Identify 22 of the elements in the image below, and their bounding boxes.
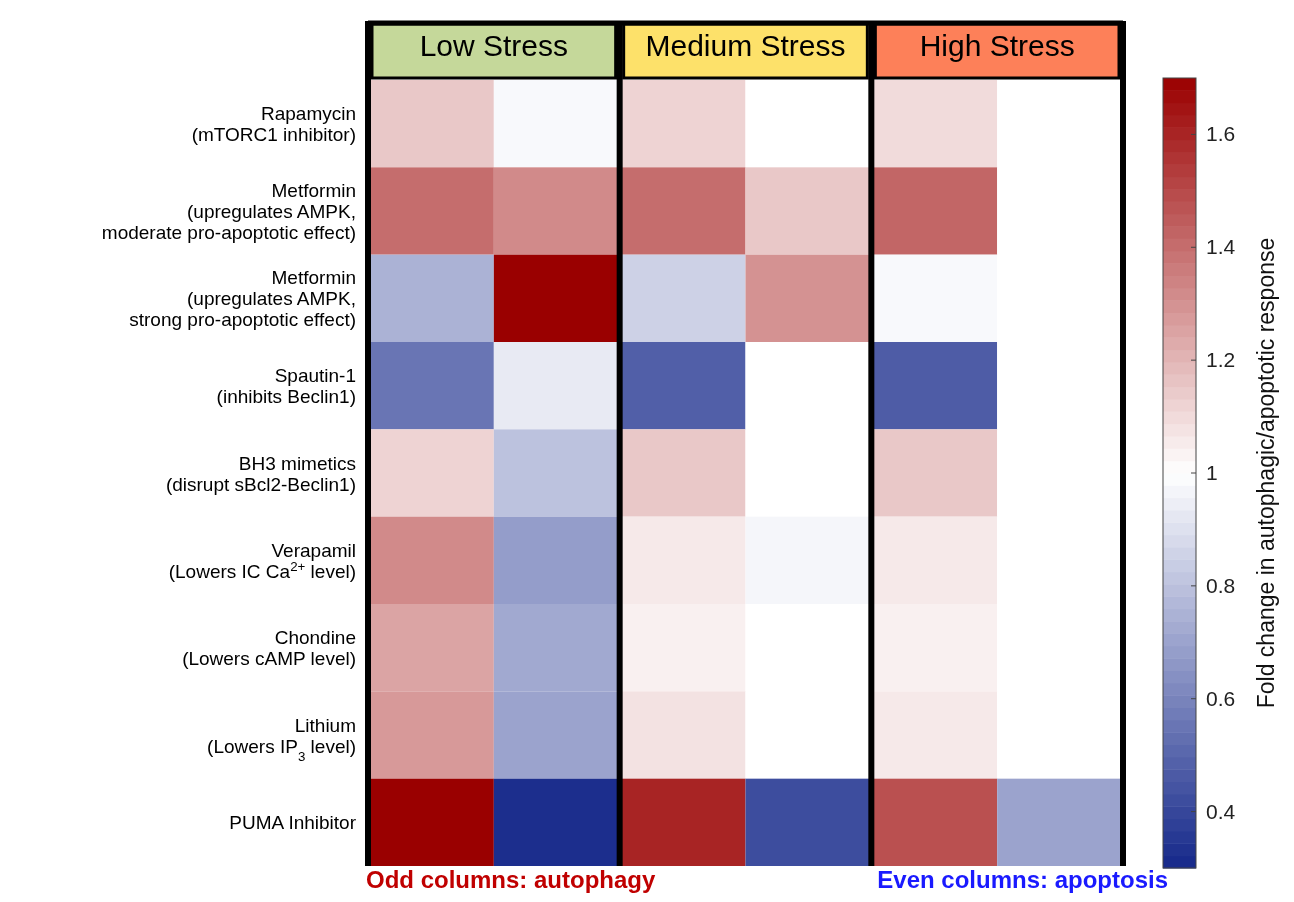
y-tick-label: Spautin-1 (inhibits Beclin1) — [216, 365, 356, 408]
y-tick-label: Metformin (upregulates AMPK, strong pro-apoptotic effect) — [129, 267, 356, 331]
color-bar-label: 1.2 — [1206, 348, 1236, 372]
color-bar-label: 0.6 — [1206, 686, 1236, 710]
annotation: Low Stress — [419, 29, 569, 62]
color-bar-label: 0.4 — [1206, 799, 1236, 823]
y-tick-label: Chondine (Lowers cAMP level) — [182, 627, 356, 670]
annotation: High Stress — [919, 29, 1075, 62]
color-bar-label: 0.8 — [1206, 573, 1236, 597]
y-tick-label: BH3 mimetics (disrupt sBcl2-Beclin1) — [165, 452, 356, 495]
annotation: Odd columns: autophagy — [366, 866, 656, 893]
color-bar-label: 1.4 — [1206, 235, 1236, 259]
y-tick-label: Rapamycin (mTORC1 inhibitor) — [191, 103, 356, 146]
annotation: Medium Stress — [645, 29, 846, 62]
y-tick-label: Lithium (Lowers IP$_{3}$ level) — [207, 714, 356, 763]
y-tick-label: Metformin (upregulates AMPK, moderate pro-apoptotic effect) — [101, 180, 356, 243]
color-bar-label: 1.6 — [1206, 122, 1236, 146]
color-bar-label: 1 — [1206, 461, 1218, 484]
annotation: Even columns: apoptosis — [877, 866, 1168, 893]
y-tick-label: PUMA Inhibitor — [229, 812, 357, 834]
color-bar-title: Fold change in autophagic/apoptotic response — [1253, 237, 1279, 709]
y-tick-label: Verapamil (Lowers IC Ca$^{2+}$ level) — [168, 539, 356, 582]
